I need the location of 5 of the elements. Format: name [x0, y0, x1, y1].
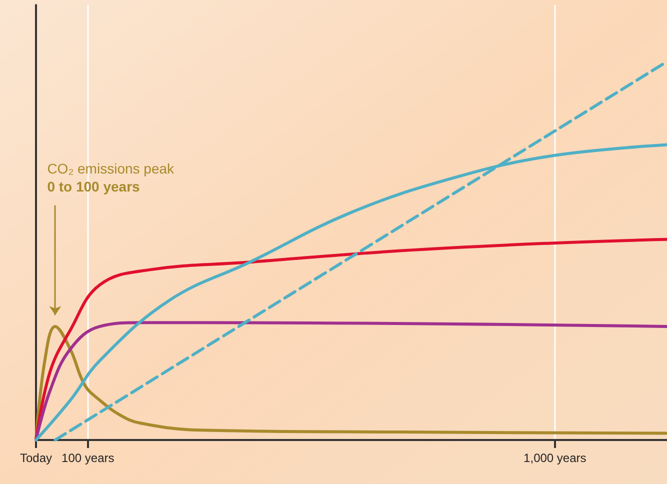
x-tick-label: Today: [20, 451, 52, 465]
x-tick-label: 1,000 years: [524, 451, 586, 465]
annotation: 0 to 100 years: [47, 178, 140, 194]
annotation: CO₂ emissions peak: [47, 160, 176, 176]
x-tick-label: 100 years: [62, 451, 114, 465]
